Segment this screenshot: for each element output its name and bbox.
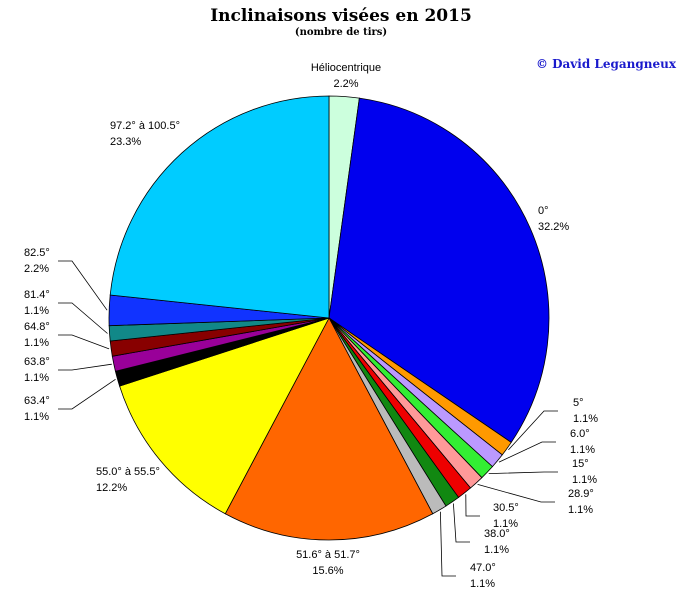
leader-line bbox=[58, 378, 116, 410]
slice-percent-label: 15.6% bbox=[312, 565, 343, 577]
slice-label: Héliocentrique bbox=[311, 62, 381, 74]
pie-slice bbox=[119, 317, 330, 515]
pie-slice bbox=[109, 95, 330, 319]
slice-label: 28.9° bbox=[568, 488, 594, 500]
slice-label: 64.8° bbox=[24, 321, 50, 333]
slice-label: 30.5° bbox=[493, 502, 519, 514]
chart-credit: © David Legangneux bbox=[536, 57, 677, 71]
slice-label: 0° bbox=[538, 205, 549, 217]
pie-slice bbox=[328, 97, 550, 443]
slice-percent-label: 1.1% bbox=[572, 474, 597, 486]
slice-percent-label: 2.2% bbox=[24, 263, 49, 275]
leader-line bbox=[498, 441, 556, 463]
chart-subtitle: (nombre de tirs) bbox=[295, 27, 387, 38]
slice-percent-label: 1.1% bbox=[568, 504, 593, 516]
slice-percent-label: 1.1% bbox=[24, 305, 49, 317]
slice-label: 63.8° bbox=[24, 356, 50, 368]
leader-line bbox=[58, 334, 110, 350]
pie-slice bbox=[224, 317, 434, 541]
slice-label: 51.6° à 51.7° bbox=[296, 549, 360, 561]
leader-line bbox=[453, 503, 470, 543]
slice-label: 6.0° bbox=[570, 428, 590, 440]
leader-line bbox=[465, 494, 480, 517]
slice-percent-label: 2.2% bbox=[333, 78, 358, 90]
slice-percent-label: 12.2% bbox=[96, 482, 127, 494]
slice-percent-label: 23.3% bbox=[110, 136, 141, 148]
slice-label: 5° bbox=[573, 397, 584, 409]
slice-percent-label: 1.1% bbox=[470, 578, 495, 590]
slice-label: 97.2° à 100.5° bbox=[110, 120, 180, 132]
leader-line bbox=[58, 363, 112, 371]
slice-label: 81.4° bbox=[24, 289, 50, 301]
slice-percent-label: 1.1% bbox=[493, 518, 518, 530]
leader-line bbox=[477, 484, 555, 503]
slice-percent-label: 1.1% bbox=[570, 444, 595, 456]
slice-percent-label: 1.1% bbox=[24, 337, 49, 349]
chart-title: Inclinaisons visées en 2015 bbox=[210, 6, 472, 26]
slice-label: 47.0° bbox=[470, 562, 496, 574]
slice-label: 15° bbox=[572, 458, 589, 470]
leader-line bbox=[58, 260, 108, 311]
slice-label: 63.4° bbox=[24, 395, 50, 407]
slice-percent-label: 1.1% bbox=[484, 544, 509, 556]
slice-percent-label: 1.1% bbox=[24, 411, 49, 423]
leader-line bbox=[488, 471, 558, 474]
leader-line bbox=[508, 410, 558, 451]
slice-percent-label: 1.1% bbox=[573, 413, 598, 425]
slice-label: 82.5° bbox=[24, 247, 50, 259]
slice-label: 55.0° à 55.5° bbox=[96, 466, 160, 478]
slice-percent-label: 1.1% bbox=[24, 372, 49, 384]
slice-label: 38.0° bbox=[484, 528, 510, 540]
leader-line bbox=[440, 511, 456, 577]
leader-line bbox=[58, 302, 108, 334]
slice-percent-label: 32.2% bbox=[538, 221, 569, 233]
